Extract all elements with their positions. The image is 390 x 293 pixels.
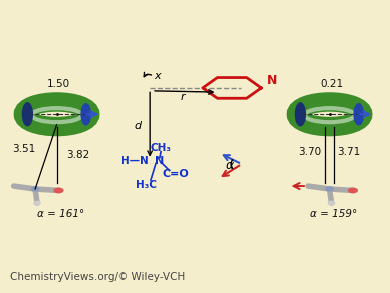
Ellipse shape <box>31 186 39 192</box>
Ellipse shape <box>81 104 90 125</box>
Text: 3.82: 3.82 <box>66 149 90 160</box>
Ellipse shape <box>53 188 64 193</box>
Ellipse shape <box>33 201 41 206</box>
Text: H—N: H—N <box>121 156 149 166</box>
Text: N: N <box>267 74 278 87</box>
Text: $\alpha$: $\alpha$ <box>225 159 235 172</box>
Ellipse shape <box>328 201 335 206</box>
Ellipse shape <box>354 104 363 125</box>
Text: x: x <box>154 71 160 81</box>
Text: 0.21: 0.21 <box>320 79 343 89</box>
Text: H₃C: H₃C <box>136 180 157 190</box>
Text: α = 161°: α = 161° <box>37 209 84 219</box>
Text: 3.70: 3.70 <box>299 146 322 157</box>
Text: CH₃: CH₃ <box>151 143 172 153</box>
Text: ChemistryViews.org/© Wiley-VCH: ChemistryViews.org/© Wiley-VCH <box>10 272 185 282</box>
Ellipse shape <box>295 103 305 126</box>
Text: α = 159°: α = 159° <box>310 209 357 219</box>
Text: 1.50: 1.50 <box>47 79 70 89</box>
Ellipse shape <box>22 103 32 126</box>
Ellipse shape <box>325 186 334 192</box>
Text: 3.71: 3.71 <box>337 146 361 157</box>
Text: d: d <box>135 121 142 131</box>
Text: N: N <box>155 156 165 166</box>
Text: 3.51: 3.51 <box>12 144 35 154</box>
Text: C=O: C=O <box>162 169 189 179</box>
Ellipse shape <box>348 188 358 193</box>
Text: r: r <box>181 92 186 102</box>
